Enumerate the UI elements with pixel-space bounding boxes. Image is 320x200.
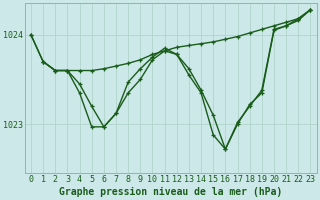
X-axis label: Graphe pression niveau de la mer (hPa): Graphe pression niveau de la mer (hPa) <box>59 186 282 197</box>
